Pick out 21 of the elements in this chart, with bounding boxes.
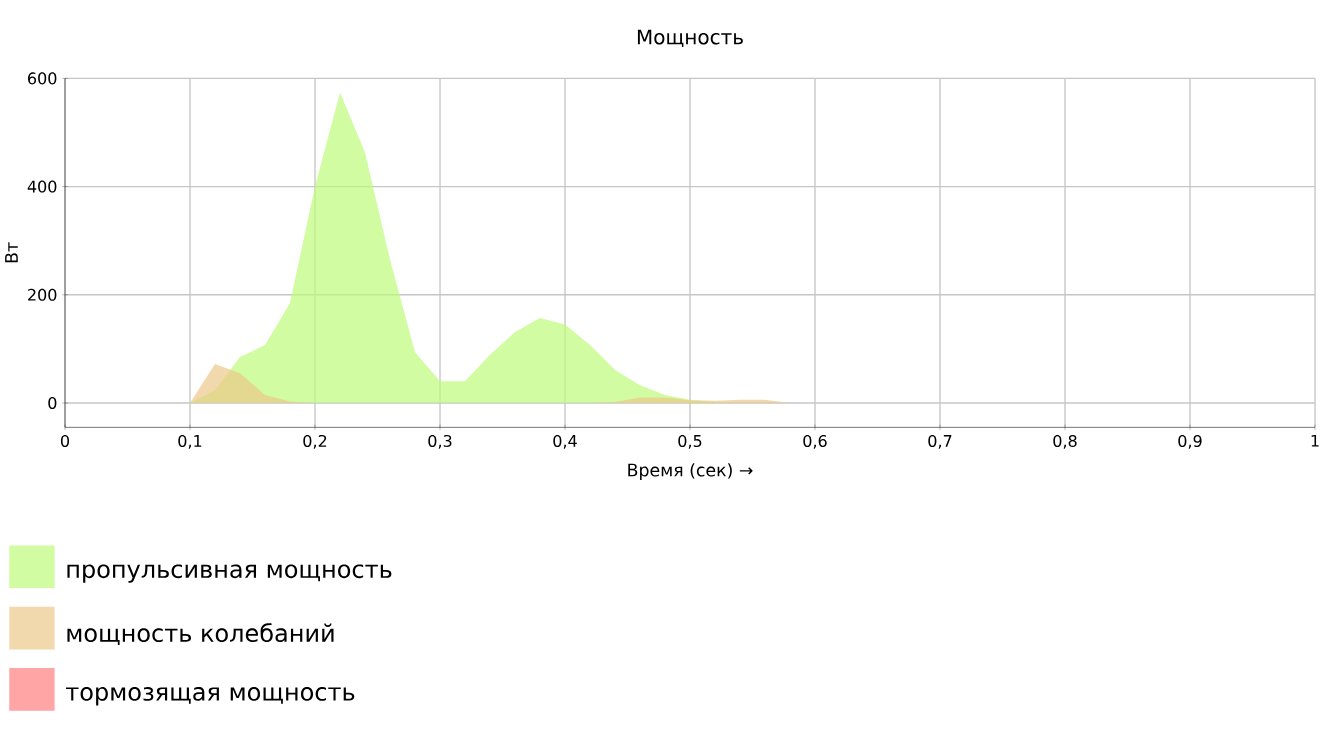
x-tick-label: 0,5 — [678, 434, 702, 449]
x-tick-label: 0,7 — [928, 434, 952, 449]
legend-label: мощность колебаний — [67, 623, 334, 646]
y-tick-label: 0 — [48, 396, 57, 410]
y-tick-label: 600 — [28, 72, 57, 85]
x-tick-label: 0,1 — [178, 434, 202, 449]
y-axis-title: Вт — [5, 242, 18, 263]
x-tick-label: 1 — [1311, 434, 1319, 447]
legend-label: пропульсивная мощность — [67, 564, 392, 583]
y-tick-label: 400 — [27, 180, 57, 193]
legend-label: тормозящая мощность — [65, 687, 355, 706]
x-tick-label: 0,2 — [303, 434, 327, 449]
y-tick-label: 200 — [28, 288, 57, 301]
x-tick-label: 0,6 — [803, 434, 827, 449]
chart-title: Мощность — [637, 29, 743, 47]
x-tick-label: 0,9 — [1178, 434, 1202, 449]
x-tick-label: 0,4 — [553, 434, 577, 449]
x-tick-label: 0,3 — [428, 434, 452, 449]
x-tick-label: 0 — [60, 434, 70, 448]
x-tick-label: 0,8 — [1053, 434, 1077, 449]
x-axis-title: Время (сек) → — [628, 463, 753, 480]
